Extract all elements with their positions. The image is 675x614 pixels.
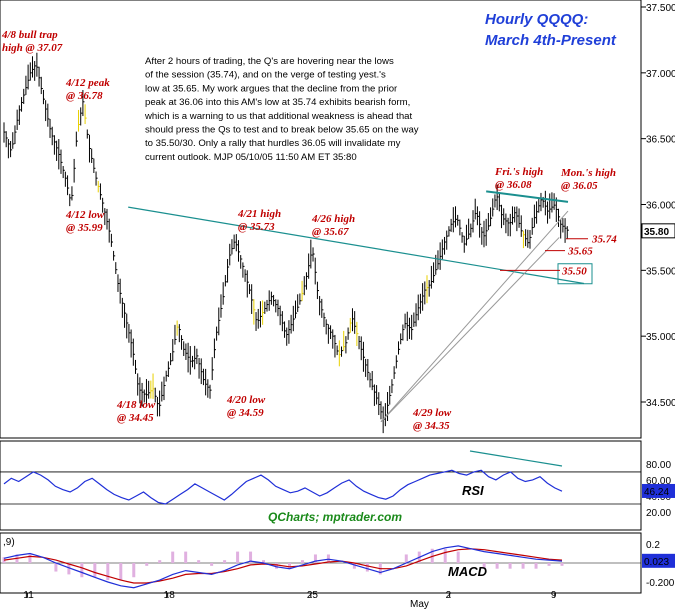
annotation-line1: 4/21 high xyxy=(237,208,281,220)
annotation-line2: @ 36.08 xyxy=(495,179,532,191)
last-price-label: 35.80 xyxy=(644,227,669,238)
x-month-label: May xyxy=(410,599,429,609)
uptrend-line-inner xyxy=(380,237,560,423)
rsi-tick-label: 20.00 xyxy=(646,508,671,519)
commentary-line: should press the Qs to test and to break… xyxy=(145,125,419,136)
resistance-line xyxy=(486,190,569,203)
macd-last-value: 0.023 xyxy=(644,557,669,568)
annotation-line1: 4/12 peak xyxy=(65,77,110,89)
commentary-line: to 35.50/30. Only a rally that hurdles 3… xyxy=(145,138,401,149)
price-tick-label: 36.500 xyxy=(646,135,675,146)
rsi-last-value: 46.24 xyxy=(644,487,669,498)
commentary-line: peak at 36.06 into this AM's low at 35.7… xyxy=(145,97,410,108)
watermark: QCharts; mptrader.com xyxy=(268,510,402,524)
x-axis: 11 18 25 2 9 May xyxy=(23,590,557,610)
macd-last-box xyxy=(642,553,675,568)
price-tick-label: 35.500 xyxy=(646,266,675,277)
annotation-line2: @ 35.73 xyxy=(238,221,275,233)
x-tick-label: 25 xyxy=(307,590,319,601)
x-tick-label: 11 xyxy=(23,590,34,601)
level-label: 35.74 xyxy=(591,234,617,246)
level-label: 35.50 xyxy=(561,265,587,277)
price-tick-label: 37.000 xyxy=(646,69,675,80)
macd-signal-line xyxy=(3,548,563,584)
rsi-label: RSI xyxy=(462,483,484,498)
commentary-line: current outlook. MJP 05/10/05 11:50 AM E… xyxy=(145,152,357,163)
price-tick-label: 35.000 xyxy=(646,332,675,343)
rsi-divergence-line xyxy=(469,450,563,467)
annotation-line2: @ 34.35 xyxy=(413,420,450,432)
commentary-line: of the session (35.74), and on the verge… xyxy=(145,70,386,81)
price-bars xyxy=(3,52,569,434)
price-axis: 37.500 37.000 36.500 36.000 35.500 35.000 34.5… xyxy=(641,3,675,409)
uptrend-line-outer xyxy=(380,210,569,423)
macd-tick-label: 0.2 xyxy=(646,540,660,551)
annotation-line1: 4/18 low xyxy=(116,399,156,411)
annotation-line1: 4/20 low xyxy=(226,394,266,406)
annotation-line2: @ 34.45 xyxy=(117,412,154,424)
annotation-line2: @ 35.99 xyxy=(66,222,103,234)
rsi-tick-label: 60.00 xyxy=(646,476,671,487)
annotation-line1: 4/8 bull trap xyxy=(1,29,58,41)
target-box xyxy=(557,263,593,285)
commentary-line: low at 35.65. My work argues that the de… xyxy=(145,83,398,94)
macd-panel: 0.2 -0.200 0.023 xyxy=(0,540,675,589)
level-label: 35.65 xyxy=(567,246,593,258)
commentary-line: which is a warning to us that additional… xyxy=(144,111,413,122)
rsi-line xyxy=(3,469,563,505)
commentary-text: After 2 hours of trading, the Q's are ho… xyxy=(144,56,419,163)
macd-line xyxy=(3,545,563,589)
annotation-line2: @ 34.59 xyxy=(227,407,264,419)
annotation-line1: Fri.'s high xyxy=(494,166,543,178)
annotation-line2: @ 36.05 xyxy=(561,180,598,192)
chart-title-line1: Hourly QQQQ: xyxy=(485,11,588,28)
rsi-tick-label: 80.00 xyxy=(646,460,671,471)
annotation-line1: 4/26 high xyxy=(311,213,355,225)
price-tick-label: 34.500 xyxy=(646,398,675,409)
annotation-line2: @ 36.78 xyxy=(66,90,103,102)
annotation-line2: @ 35.67 xyxy=(312,226,349,238)
annotation-line1: Mon.'s high xyxy=(560,167,616,179)
panel-head: ,9) xyxy=(3,537,15,548)
price-tick-label: 36.000 xyxy=(646,201,675,212)
rsi-last-box xyxy=(642,483,675,498)
x-tick-label: 18 xyxy=(164,590,176,601)
rsi-panel-frame xyxy=(0,440,642,531)
annotation-line1: 4/29 low xyxy=(412,407,452,419)
annotation-line1: 4/12 low xyxy=(65,209,105,221)
chart-title-line2: March 4th-Present xyxy=(485,32,617,49)
x-tick-label: 9 xyxy=(551,590,557,601)
price-tick-label: 37.500 xyxy=(646,3,675,14)
x-tick-label: 2 xyxy=(446,590,452,601)
macd-label: MACD xyxy=(448,564,488,579)
last-price-box xyxy=(641,223,675,239)
commentary-line: After 2 hours of trading, the Q's are ho… xyxy=(145,56,394,67)
annotation-line2: high @ 37.07 xyxy=(2,42,63,54)
macd-tick-label: -0.200 xyxy=(646,578,675,589)
